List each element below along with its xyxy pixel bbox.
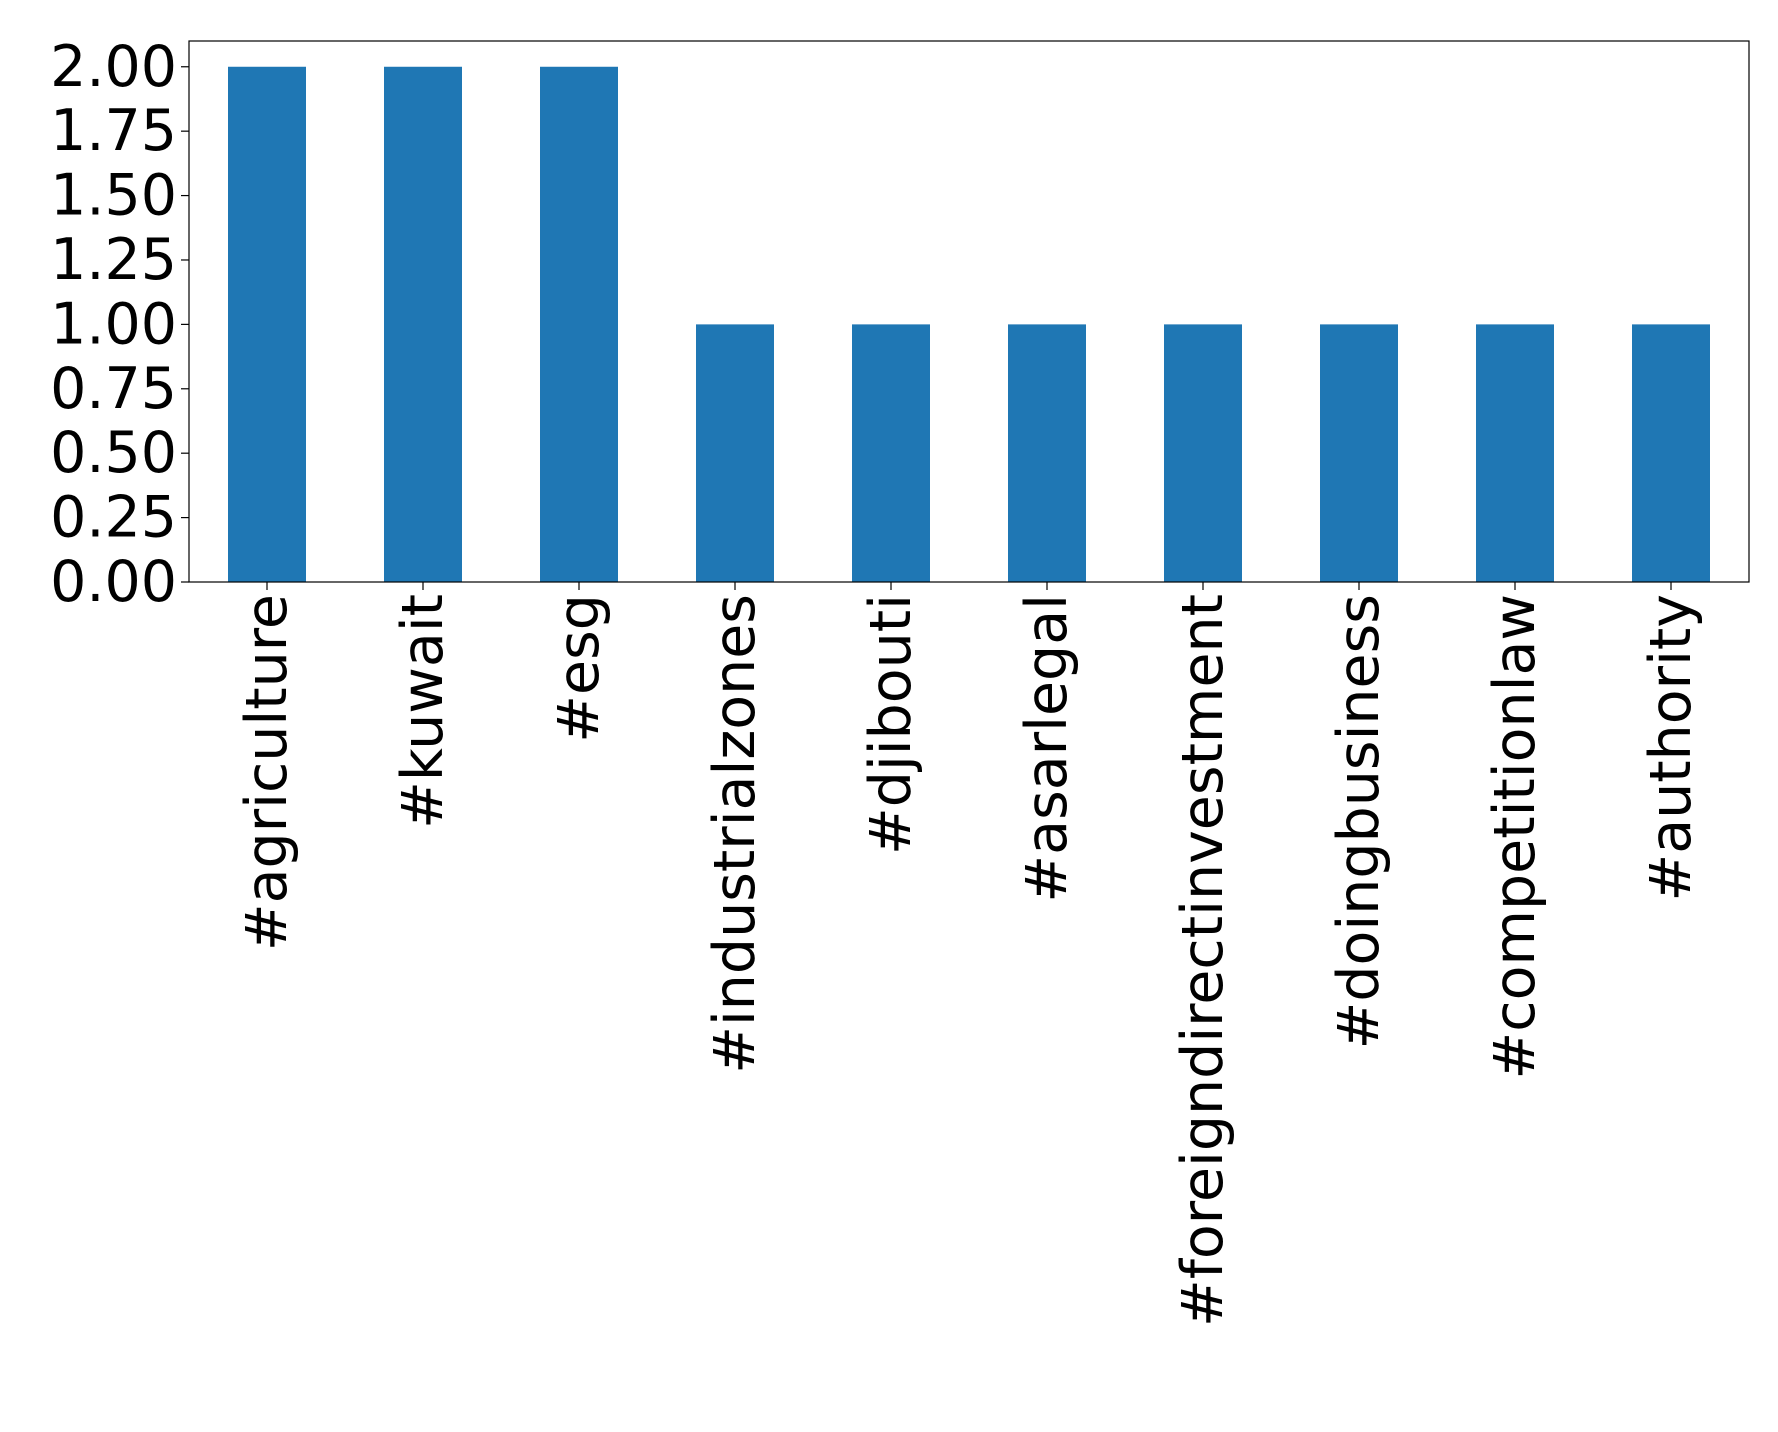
y-tick-label: 1.25 <box>50 227 177 293</box>
y-tick-label: 2.00 <box>50 34 177 100</box>
x-tick-label: #authority <box>1638 594 1704 902</box>
bar <box>540 66 618 582</box>
bar <box>384 66 462 582</box>
bar <box>696 324 774 582</box>
x-tick-label: #asarlegal <box>1014 594 1080 903</box>
bar <box>852 324 930 582</box>
x-tick-label: #djibouti <box>858 594 924 855</box>
bar <box>1476 324 1554 582</box>
bar <box>1632 324 1710 582</box>
y-tick-label: 0.25 <box>50 485 177 551</box>
y-tick-label: 0.50 <box>50 420 177 486</box>
y-tick-label: 1.75 <box>50 98 177 164</box>
y-tick-label: 1.50 <box>50 163 177 229</box>
y-tick-label: 1.00 <box>50 291 177 357</box>
bar <box>1320 324 1398 582</box>
bar <box>1008 324 1086 582</box>
plot-frame <box>188 40 1750 583</box>
x-tick-label: #foreigndirectinvestment <box>1170 594 1236 1327</box>
y-tick-label: 0.75 <box>50 356 177 422</box>
x-tick-label: #industrialzones <box>702 594 768 1074</box>
x-tick-label: #doingbusiness <box>1326 594 1392 1049</box>
x-tick-label: #agriculture <box>234 594 300 951</box>
x-tick-label: #kuwait <box>390 594 456 829</box>
y-tick-label: 0.00 <box>50 549 177 615</box>
x-tick-label: #competitionlaw <box>1482 594 1548 1080</box>
bar <box>1164 324 1242 582</box>
bar <box>228 66 306 582</box>
x-tick-label: #esg <box>546 594 612 743</box>
